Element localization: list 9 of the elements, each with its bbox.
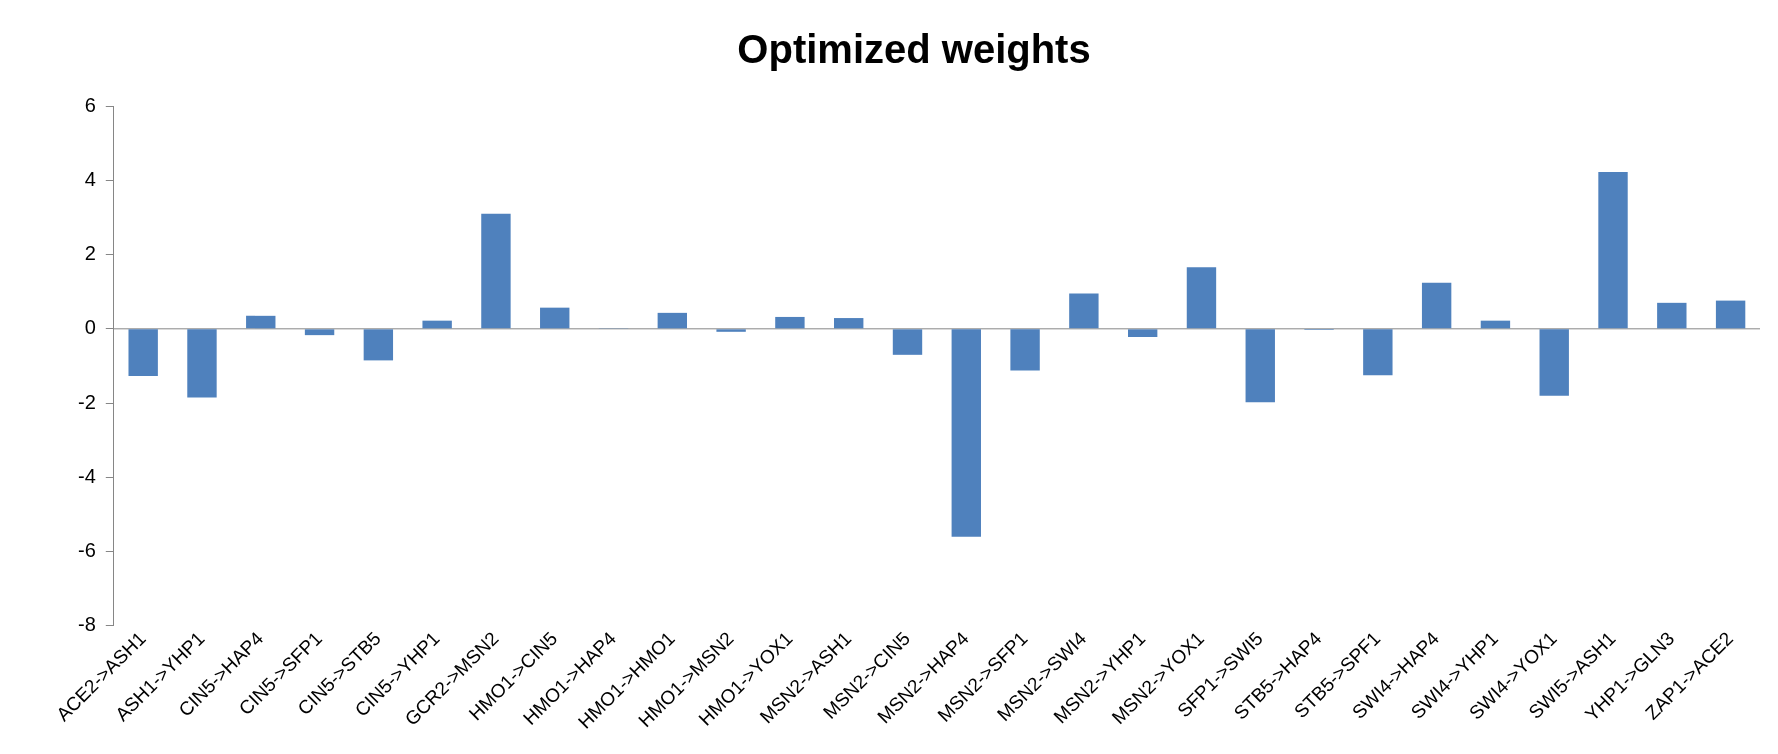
- y-tick-label: 2: [84, 242, 96, 265]
- y-tick-label: 4: [84, 167, 96, 190]
- chart-title: Optimized weights: [737, 27, 1091, 72]
- y-tick-label: 0: [84, 316, 96, 339]
- y-tick-label: -8: [77, 613, 96, 636]
- y-tick-label: -4: [77, 464, 96, 487]
- y-tick-label: 6: [84, 93, 96, 116]
- y-tick-label: -2: [77, 390, 96, 413]
- y-tick-label: -6: [77, 539, 96, 562]
